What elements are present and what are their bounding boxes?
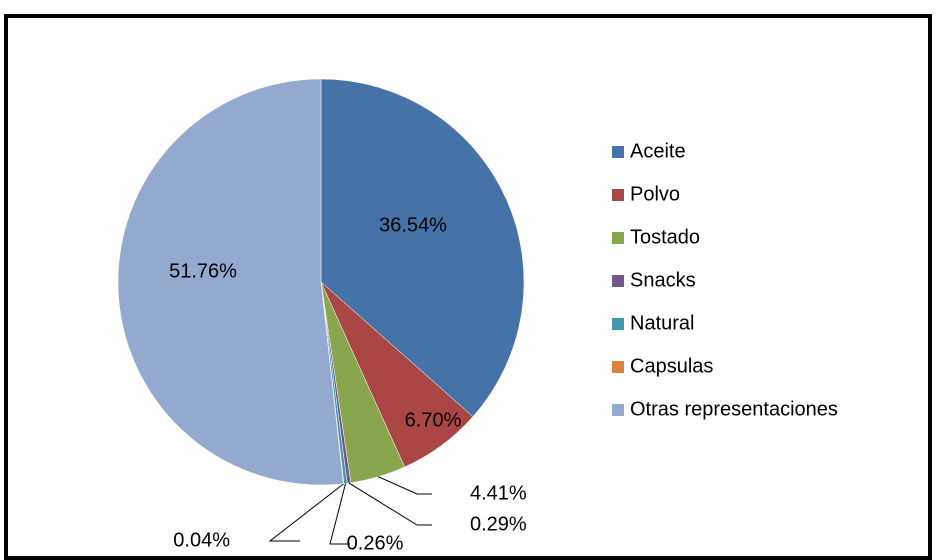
legend-swatch <box>612 189 624 201</box>
data-label: 51.76% <box>169 260 237 282</box>
pie-slice <box>117 78 344 486</box>
legend-swatch <box>612 318 624 330</box>
legend-label: Polvo <box>630 183 680 205</box>
pie-slice <box>320 78 525 417</box>
legend-swatch <box>612 361 624 373</box>
legend-swatch <box>612 232 624 244</box>
leader-line <box>329 483 350 545</box>
data-label: 4.41% <box>470 482 527 504</box>
legend-label: Capsulas <box>630 355 713 377</box>
data-label: 0.04% <box>173 529 230 551</box>
legend-label: Natural <box>630 312 694 334</box>
legend-label: Otras representaciones <box>630 398 838 420</box>
legend-label: Tostado <box>630 226 700 248</box>
legend-label: Aceite <box>630 140 686 162</box>
legend-swatch <box>612 275 624 287</box>
data-label: 36.54% <box>379 214 447 236</box>
leader-line <box>378 476 432 495</box>
legend-swatch <box>612 146 624 158</box>
legend-label: Snacks <box>630 269 696 291</box>
data-label: 6.70% <box>405 409 462 431</box>
data-label: 0.26% <box>347 532 404 554</box>
leader-line <box>268 483 344 542</box>
data-label: 0.29% <box>470 513 527 535</box>
legend-swatch <box>612 404 624 416</box>
leader-line <box>348 482 432 526</box>
